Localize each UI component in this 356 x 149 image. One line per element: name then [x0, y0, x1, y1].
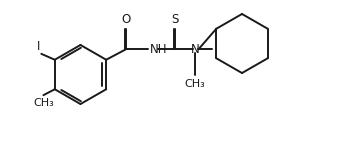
Text: CH₃: CH₃	[184, 79, 205, 89]
Text: S: S	[172, 13, 179, 26]
Text: N: N	[190, 43, 199, 56]
Text: I: I	[37, 40, 40, 53]
Text: CH₃: CH₃	[33, 98, 54, 108]
Text: O: O	[121, 13, 130, 26]
Text: NH: NH	[150, 43, 167, 56]
